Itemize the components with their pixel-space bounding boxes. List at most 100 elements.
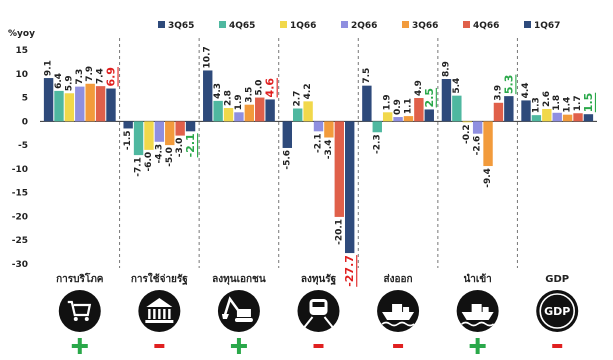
data-label-1Q67-3: -27.7	[343, 255, 356, 287]
data-label-2Q66-1: -4.3	[154, 144, 164, 164]
minus-sign-4	[393, 344, 404, 348]
gdp-badge-text: GDP	[544, 305, 570, 318]
legend-label-1Q66: 1Q66	[290, 21, 316, 31]
data-label-4Q66-5: 3.9	[493, 85, 503, 101]
bar-3Q66-5	[483, 121, 493, 167]
government-building-icon	[138, 290, 181, 332]
bar-3Q66-1	[165, 121, 175, 146]
y-tick-label: -25	[12, 236, 28, 246]
train-icon	[297, 290, 340, 332]
y-tick-label: 5	[22, 94, 28, 104]
data-label-3Q65-5: 8.9	[441, 61, 451, 77]
bar-4Q66-2	[255, 97, 265, 122]
bar-1Q67-0	[106, 88, 116, 122]
data-label-3Q66-5: -9.4	[483, 168, 493, 188]
data-label-1Q66-4: 1.9	[383, 94, 393, 110]
shopping-cart-icon	[58, 290, 101, 332]
data-label-4Q65-0: 6.4	[54, 73, 64, 89]
bar-1Q66-0	[64, 93, 75, 122]
data-label-2Q66-5: -2.6	[473, 136, 483, 156]
legend-label-3Q65: 3Q65	[168, 21, 194, 31]
bar-2Q66-1	[154, 121, 165, 142]
y-tick-label: 15	[15, 46, 28, 56]
bar-1Q66-1	[144, 121, 154, 150]
category-label-3: ลงทุนรัฐ	[301, 273, 337, 285]
legend-label-4Q65: 4Q65	[229, 21, 255, 31]
bar-1Q67-5	[504, 96, 514, 122]
data-label-3Q66-3: -3.4	[324, 140, 334, 160]
bar-3Q66-4	[403, 116, 414, 122]
data-label-1Q67-4: 2.5	[423, 88, 436, 108]
category-label-5: นำเข้า	[463, 273, 491, 285]
data-label-3Q65-3: -5.6	[282, 150, 292, 170]
data-label-1Q66-6: 2.6	[542, 91, 552, 107]
bar-4Q65-5	[452, 95, 462, 122]
data-label-1Q66-3: 4.2	[303, 83, 313, 99]
data-label-1Q67-2: 4.6	[264, 78, 277, 98]
data-label-4Q66-6: 1.7	[573, 95, 583, 111]
plus-sign-vertical-0	[77, 338, 82, 354]
data-label-4Q66-2: 5.0	[255, 80, 265, 96]
bar-3Q65-5	[441, 79, 452, 122]
data-label-2Q66-3: -2.1	[314, 133, 324, 153]
bar-1Q66-3	[303, 101, 313, 122]
bar-2Q66-5	[472, 121, 483, 134]
bar-4Q65-1	[133, 121, 144, 156]
bar-3Q65-0	[43, 78, 54, 122]
bar-3Q66-0	[85, 83, 95, 122]
legend-swatch-3Q66	[402, 21, 409, 28]
bar-2Q66-6	[552, 112, 562, 122]
bar-3Q65-6	[521, 100, 531, 122]
data-label-1Q66-2: 2.8	[224, 90, 234, 106]
data-label-1Q66-5: -0.2	[462, 124, 472, 144]
bar-4Q65-0	[54, 90, 64, 122]
legend-label-3Q66: 3Q66	[412, 21, 438, 31]
data-label-3Q65-0: 9.1	[44, 60, 54, 76]
plus-sign-vertical-2	[236, 338, 241, 354]
bar-4Q66-1	[175, 121, 185, 136]
data-label-4Q65-6: 1.3	[531, 97, 541, 113]
bar-4Q65-3	[293, 108, 303, 122]
data-label-3Q66-6: 1.4	[563, 97, 573, 113]
legend-swatch-2Q66	[341, 21, 348, 28]
data-label-3Q66-2: 3.5	[244, 87, 254, 103]
cargo-ship-import-icon	[456, 290, 499, 332]
legend-label-1Q67: 1Q67	[534, 21, 560, 31]
legend-label-2Q66: 2Q66	[351, 21, 377, 31]
bar-1Q67-6	[583, 114, 594, 122]
data-label-3Q65-1: -1.5	[123, 130, 133, 150]
data-label-2Q66-2: 1.9	[234, 94, 244, 110]
legend-swatch-4Q66	[463, 21, 470, 28]
legend-label-4Q66: 4Q66	[473, 21, 499, 31]
bar-3Q65-4	[362, 85, 372, 122]
y-tick-label: -10	[12, 165, 28, 175]
y-axis-title: %yoy	[8, 29, 35, 39]
bar-1Q67-4	[424, 109, 434, 122]
plus-sign-vertical-5	[475, 338, 480, 354]
y-tick-label: -5	[18, 141, 28, 151]
category-label-0: การบริโภค	[56, 272, 104, 285]
legend-swatch-4Q65	[219, 21, 226, 28]
data-label-1Q66-1: -6.0	[144, 152, 154, 172]
gdp-badge-icon: GDP	[536, 290, 579, 332]
data-label-3Q66-0: 7.9	[85, 66, 95, 82]
data-label-4Q66-3: -20.1	[334, 219, 344, 245]
bar-1Q66-5	[462, 121, 472, 123]
data-label-3Q66-4: 1.1	[403, 98, 413, 114]
data-label-4Q65-3: 2.7	[293, 91, 303, 107]
data-label-4Q66-0: 7.4	[96, 68, 106, 84]
excavator-icon	[217, 290, 260, 332]
legend-swatch-3Q65	[158, 21, 165, 28]
y-tick-label: -20	[12, 212, 28, 222]
data-label-4Q65-4: -2.3	[372, 134, 382, 154]
y-tick-label: 10	[15, 70, 28, 80]
bar-4Q66-0	[95, 86, 106, 122]
bar-3Q66-6	[562, 114, 573, 122]
bar-3Q65-3	[282, 121, 292, 148]
y-tick-label: -30	[12, 260, 28, 270]
data-label-1Q67-1: -2.1	[184, 133, 197, 157]
data-label-3Q65-2: 10.7	[203, 46, 213, 68]
data-label-1Q66-0: 5.9	[64, 75, 74, 91]
bar-1Q67-2	[265, 99, 275, 122]
